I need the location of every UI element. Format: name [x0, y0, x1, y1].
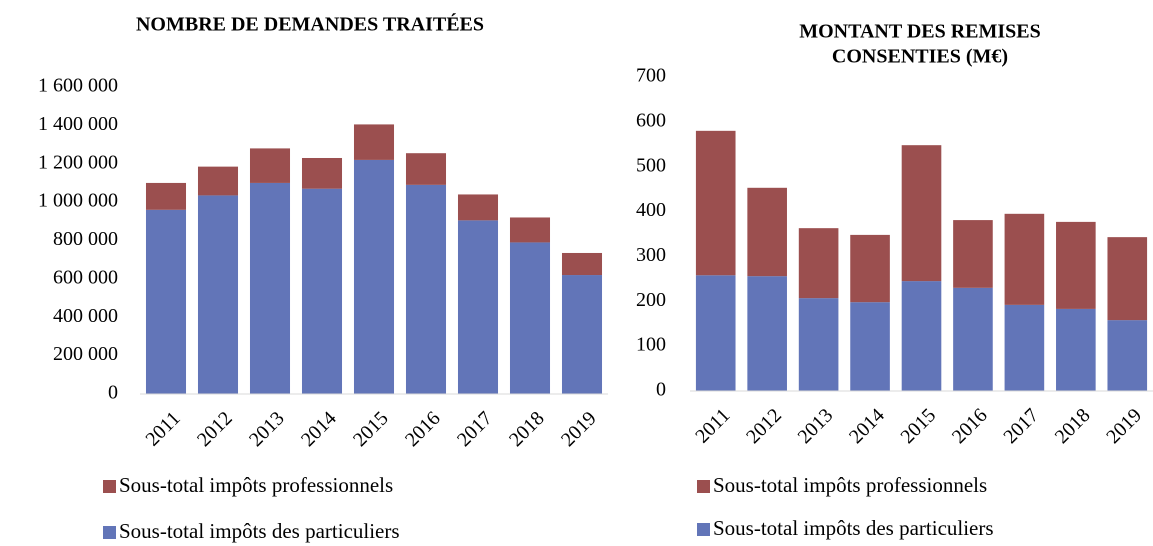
bar-segment	[1004, 213, 1045, 305]
bar-segment	[901, 281, 942, 391]
bar-segment	[1107, 237, 1148, 321]
bar-segment	[405, 184, 447, 394]
bar-segment	[405, 153, 447, 185]
legend-swatch	[103, 526, 116, 539]
x-tick-label: 2011	[691, 404, 734, 447]
bar-segment	[953, 220, 993, 288]
bar-segment	[561, 252, 603, 276]
x-tick-label: 2011	[141, 407, 184, 450]
y-tick-label: 100	[636, 334, 666, 356]
y-tick-label: 700	[636, 65, 666, 87]
y-tick-label: 200	[636, 289, 666, 311]
bar-segment	[798, 298, 839, 391]
x-tick-label: 2016	[948, 404, 992, 448]
chart: NOMBRE DE DEMANDES TRAITÉES 0 200 000 400 0…	[38, 13, 608, 543]
bar-segment	[1004, 304, 1045, 391]
bar-segment	[301, 157, 343, 189]
legend-swatch	[697, 523, 710, 536]
bar-segment	[850, 234, 890, 303]
legend-swatch	[697, 480, 710, 493]
legend-label: Sous-total impôts des particuliers	[713, 516, 994, 540]
legend-label: Sous-total impôts professionnels	[713, 473, 987, 497]
bar-segment	[457, 194, 499, 221]
bar-segment	[353, 159, 395, 394]
bar-segment	[1056, 308, 1096, 391]
y-tick-label: 1 200 000	[38, 151, 118, 173]
bar-segment	[249, 182, 291, 394]
bar-segment	[953, 287, 993, 391]
y-tick-label: 800 000	[53, 228, 118, 250]
x-tick-label: 2018	[1051, 404, 1095, 448]
y-tick-label: 200 000	[53, 343, 118, 365]
bar-segment	[798, 228, 839, 299]
x-tick-label: 2017	[453, 407, 497, 451]
bar-segment	[457, 220, 499, 394]
bar-segment	[509, 217, 551, 243]
bar-segment	[695, 130, 736, 276]
y-tick-label: 1 000 000	[38, 190, 118, 212]
bar-segment	[1056, 221, 1096, 309]
x-tick-label: 2015	[349, 407, 393, 451]
x-tick-label: 2019	[1102, 404, 1146, 448]
bar-segment	[901, 145, 942, 282]
x-tick-label: 2018	[505, 407, 549, 451]
x-tick-label: 2014	[297, 407, 341, 451]
y-tick-label: 1 600 000	[38, 75, 118, 97]
x-tick-label: 2013	[245, 407, 289, 451]
y-tick-label: 600	[636, 109, 666, 131]
chart-title: MONTANT DES REMISES	[799, 21, 1041, 43]
y-tick-label: 400 000	[53, 305, 118, 327]
legend-label: Sous-total impôts des particuliers	[119, 519, 400, 543]
x-tick-label: 2019	[557, 407, 601, 451]
bar-segment	[561, 275, 603, 394]
bar-segment	[747, 187, 787, 277]
bar-segment	[747, 276, 787, 391]
bar-segment	[353, 124, 395, 160]
bar-segment	[509, 242, 551, 394]
bar-segment	[850, 302, 890, 391]
x-tick-label: 2013	[794, 404, 838, 448]
x-tick-label: 2017	[999, 404, 1043, 448]
x-tick-label: 2012	[193, 407, 237, 451]
legend-swatch	[103, 480, 116, 493]
y-tick-label: 0	[108, 382, 118, 404]
bar-segment	[197, 195, 239, 394]
y-tick-label: 1 400 000	[38, 113, 118, 135]
chart: MONTANT DES REMISES CONSENTIES (M€) 0 100 20…	[636, 21, 1153, 540]
y-tick-label: 600 000	[53, 266, 118, 288]
legend-label: Sous-total impôts professionnels	[119, 473, 393, 497]
y-tick-label: 300	[636, 244, 666, 266]
chart-title: CONSENTIES (M€)	[832, 46, 1008, 68]
bar-segment	[301, 188, 343, 394]
chart-title: NOMBRE DE DEMANDES TRAITÉES	[136, 13, 484, 36]
bar-segment	[145, 182, 187, 210]
y-tick-label: 500	[636, 154, 666, 176]
y-tick-label: 0	[656, 379, 666, 401]
x-tick-label: 2012	[742, 404, 786, 448]
bar-segment	[1107, 320, 1148, 391]
bar-segment	[145, 209, 187, 394]
bar-segment	[197, 166, 239, 196]
x-tick-label: 2015	[896, 404, 940, 448]
x-tick-label: 2016	[401, 407, 445, 451]
bar-segment	[695, 275, 736, 391]
bar-segment	[249, 148, 291, 183]
x-tick-label: 2014	[845, 404, 889, 448]
y-tick-label: 400	[636, 199, 666, 221]
